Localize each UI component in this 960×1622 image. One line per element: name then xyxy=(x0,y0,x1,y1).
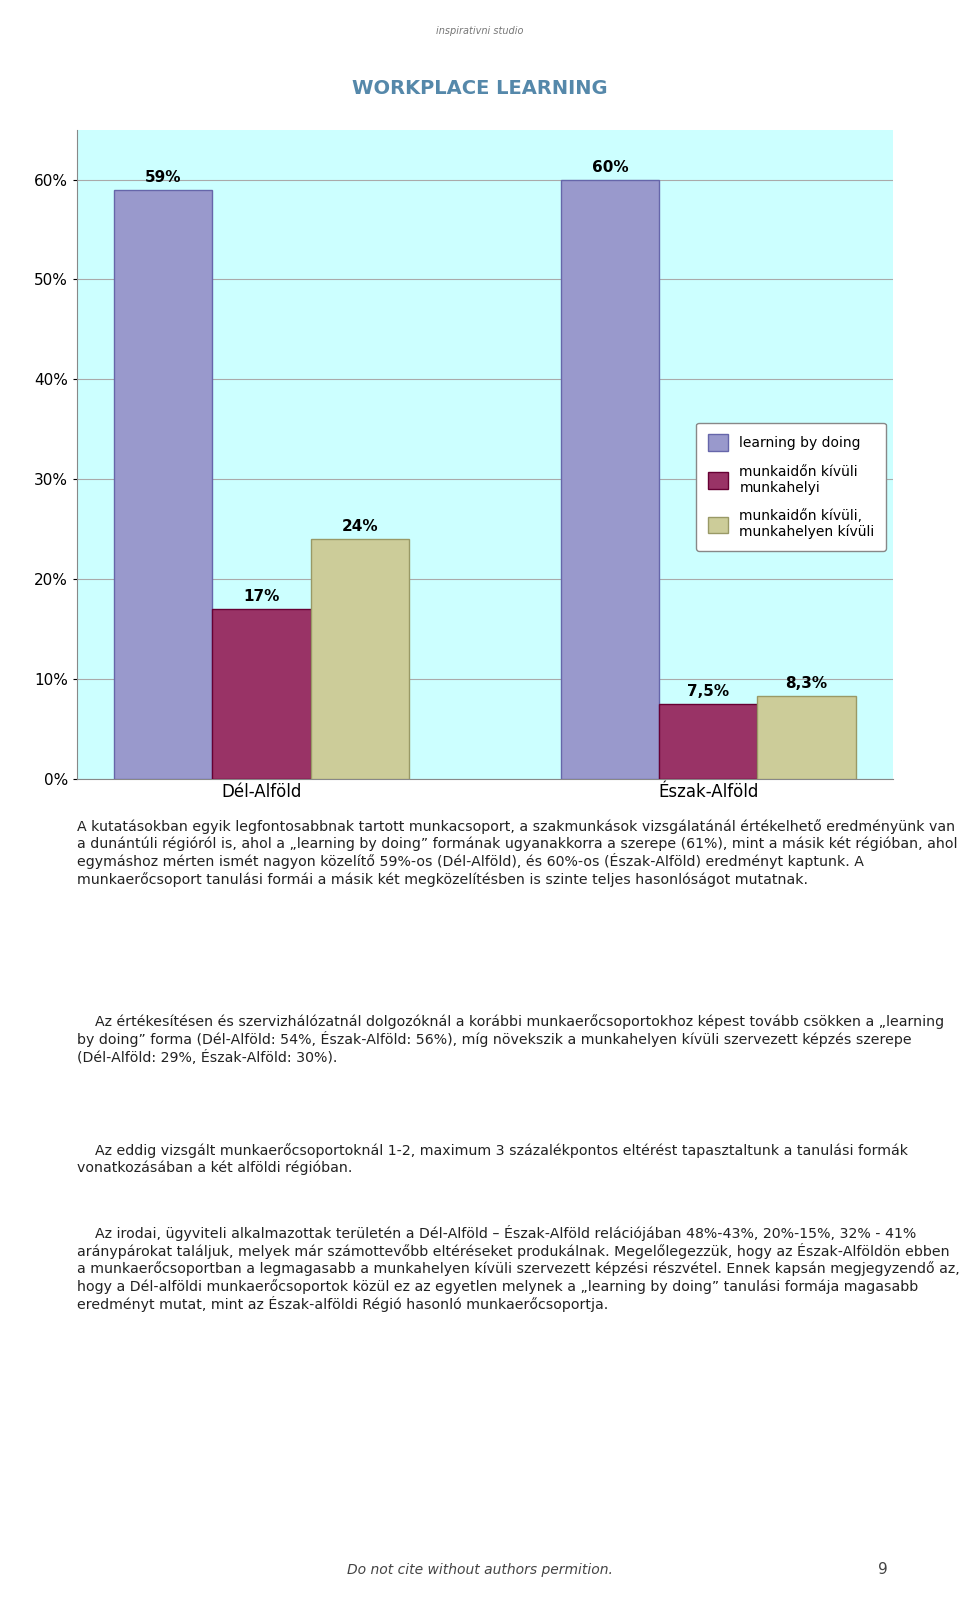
Text: 8,3%: 8,3% xyxy=(785,676,828,691)
Text: A kutatásokban egyik legfontosabbnak tartott munkacsoport, a szakmunkások vizsgá: A kutatásokban egyik legfontosabbnak tar… xyxy=(77,819,957,887)
Text: Az értékesítésen és szervizhálózatnál dolgozóknál a korábbi munkaerőcsoportokhoz: Az értékesítésen és szervizhálózatnál do… xyxy=(77,1014,944,1064)
Text: Az irodai, ügyviteli alkalmazottak területén a Dél-Alföld – Észak-Alföld reláció: Az irodai, ügyviteli alkalmazottak terül… xyxy=(77,1225,960,1312)
Bar xyxy=(310,539,409,779)
Text: 24%: 24% xyxy=(342,519,378,534)
Bar xyxy=(561,180,660,779)
Text: 9: 9 xyxy=(878,1562,888,1577)
Text: WORKPLACE LEARNING: WORKPLACE LEARNING xyxy=(352,79,608,97)
Text: inspirativni studio: inspirativni studio xyxy=(436,26,524,36)
Bar xyxy=(660,704,757,779)
Text: 59%: 59% xyxy=(145,170,181,185)
Text: 60%: 60% xyxy=(591,159,628,175)
Bar xyxy=(114,190,212,779)
Legend: learning by doing, munkaidőn kívüli
munkahelyi, munkaidőn kívüli,
munkahelyen kí: learning by doing, munkaidőn kívüli munk… xyxy=(696,423,886,550)
Bar xyxy=(757,696,855,779)
Bar xyxy=(212,608,310,779)
Text: Do not cite without authors permition.: Do not cite without authors permition. xyxy=(348,1562,612,1577)
Text: 7,5%: 7,5% xyxy=(687,684,730,699)
Text: 17%: 17% xyxy=(243,589,279,603)
Text: Az eddig vizsgált munkaerőcsoportoknál 1-2, maximum 3 százalékpontos eltérést ta: Az eddig vizsgált munkaerőcsoportoknál 1… xyxy=(77,1144,908,1176)
